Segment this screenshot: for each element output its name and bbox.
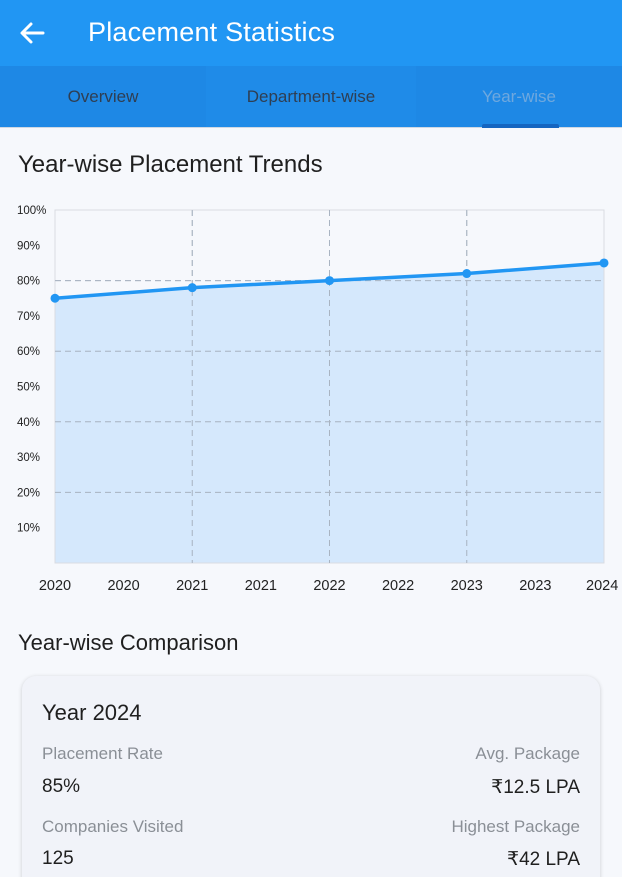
y-tick-label: 50% — [17, 382, 40, 394]
x-tick-label: 2020 — [107, 578, 139, 594]
y-tick-label: 80% — [17, 276, 40, 288]
x-tick-label: 2020 — [39, 578, 71, 594]
tab-department-wise[interactable]: Department-wise — [206, 66, 416, 127]
y-tick-label: 30% — [17, 452, 40, 464]
y-tick-label: 70% — [17, 311, 40, 323]
data-point[interactable] — [325, 276, 334, 286]
x-tick-label: 2022 — [382, 578, 414, 594]
app-bar: Placement Statistics — [0, 0, 622, 66]
y-tick-label: 100% — [17, 205, 46, 217]
x-tick-label: 2024 — [586, 578, 618, 594]
placement-rate-label: Placement Rate — [42, 744, 163, 763]
data-point[interactable] — [462, 269, 472, 279]
x-tick-label: 2021 — [176, 578, 208, 594]
tab-indicator — [482, 124, 559, 128]
highest-package-value: ₹42 LPA — [506, 849, 580, 870]
x-tick-label: 2023 — [451, 578, 483, 594]
page-title: Placement Statistics — [88, 17, 336, 47]
companies-visited-value: 125 — [42, 848, 74, 869]
data-point[interactable] — [599, 258, 609, 268]
y-tick-label: 60% — [17, 346, 40, 358]
avg-package-value: ₹12.5 LPA — [491, 777, 580, 798]
year-comparison-card[interactable]: Year 2024 Placement Rate 85% Avg. Packag… — [22, 676, 600, 877]
tab-bar: Overview Department-wise Year-wise — [0, 66, 622, 128]
card-year-label: Year 2024 — [42, 700, 142, 725]
data-point[interactable] — [187, 283, 197, 293]
data-point[interactable] — [50, 293, 60, 303]
tab-year-wise[interactable]: Year-wise — [481, 86, 557, 106]
avg-package-label: Avg. Package — [475, 744, 580, 763]
tab-overview[interactable]: Overview — [67, 86, 139, 106]
y-tick-label: 10% — [17, 523, 40, 535]
back-button[interactable] — [14, 17, 50, 49]
placement-trend-chart: 10% 20% 30% 40% 50% 60% 70% 80% 90% 100% 2020 2020… — [0, 198, 622, 608]
y-tick-label: 40% — [17, 417, 40, 429]
highest-package-label: Highest Package — [451, 817, 580, 836]
companies-visited-label: Companies Visited — [42, 817, 184, 836]
x-tick-label: 2023 — [519, 578, 551, 594]
chart-svg: 10% 20% 30% 40% 50% 60% 70% 80% 90% 100% 2020 2020… — [17, 205, 618, 594]
x-tick-label: 2021 — [245, 578, 277, 594]
y-tick-label: 90% — [17, 240, 40, 252]
x-tick-label: 2022 — [313, 578, 345, 594]
comparison-section-title: Year-wise Comparison — [18, 630, 239, 655]
arrow-left-icon — [20, 22, 45, 44]
y-tick-label: 20% — [17, 487, 40, 499]
trends-section-title: Year-wise Placement Trends — [18, 151, 323, 178]
placement-rate-value: 85% — [42, 776, 81, 797]
